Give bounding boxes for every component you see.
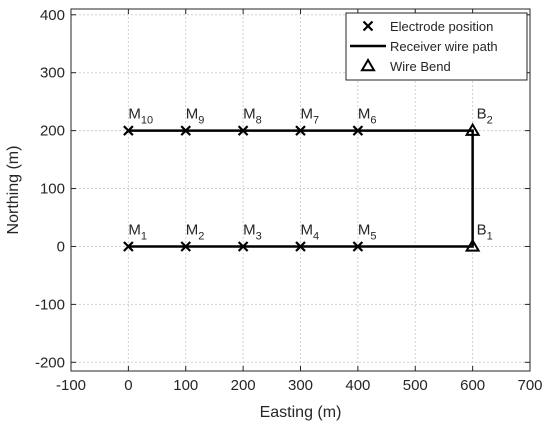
y-tick-label: -200 — [35, 354, 65, 371]
electrode-marker — [180, 241, 192, 252]
x-marker-stroke — [362, 20, 374, 32]
x-marker-stroke — [295, 241, 306, 252]
legend: Electrode position Receiver wire path Wire… — [345, 12, 528, 81]
x-marker-stroke — [352, 125, 364, 136]
x-axis-label: Easting (m) — [260, 404, 342, 421]
y-tick-label: -100 — [35, 296, 65, 313]
point-labels: M1 M2 M3 M4 M5 M6 M7 M8 M9 M10 B1 B2 — [128, 106, 492, 243]
electrode-marker — [237, 241, 249, 252]
electrode-marker — [237, 125, 249, 136]
x-tick-label: 0 — [124, 377, 132, 394]
electrode-label: M4 — [301, 221, 320, 242]
wire-bend-marker — [464, 238, 481, 252]
x-marker-stroke — [295, 125, 306, 136]
wire-bend-label: B1 — [477, 221, 493, 242]
y-tick-label: 200 — [40, 123, 65, 140]
x-tick-label: 600 — [460, 377, 485, 394]
wire-bend-label: B2 — [477, 106, 493, 127]
y-tick-label: 0 — [57, 238, 65, 255]
x-marker-stroke — [180, 125, 192, 136]
electrode-marker — [123, 241, 134, 252]
electrode-label: M3 — [243, 221, 262, 242]
legend-entry-label: Electrode position — [390, 19, 493, 34]
x-marker-stroke — [352, 241, 364, 252]
x-tick-label: 300 — [288, 377, 313, 394]
electrode-label: M2 — [186, 221, 205, 242]
legend-entry-label: Receiver wire path — [390, 39, 498, 54]
electrode-marker — [180, 125, 192, 136]
electrode-marker — [123, 125, 134, 136]
electrode-marker — [295, 241, 306, 252]
electrode-label: M9 — [186, 106, 205, 127]
x-tick-label: 200 — [231, 377, 256, 394]
plot-markers — [123, 122, 481, 252]
electrode-label: M5 — [358, 221, 377, 242]
wire-bend-marker — [464, 122, 481, 136]
x-marker-stroke — [237, 241, 249, 252]
y-tick-label: 400 — [40, 7, 65, 24]
x-marker-stroke — [237, 125, 249, 136]
legend-entry-label: Wire Bend — [390, 59, 451, 74]
electrode-marker — [295, 125, 306, 136]
electrode-label: M6 — [358, 106, 377, 127]
y-tick-label: 300 — [40, 65, 65, 82]
x-tick-label: 700 — [517, 377, 542, 394]
y-tick-label: 100 — [40, 181, 65, 198]
x-marker-stroke — [123, 241, 134, 252]
electrode-label: M7 — [301, 106, 320, 127]
legend-triangle-icon — [360, 58, 376, 72]
x-marker-stroke — [123, 125, 134, 136]
x-marker-stroke — [180, 241, 192, 252]
x-tick-label: 100 — [173, 377, 198, 394]
plot-frame — [70, 8, 531, 372]
x-tick-label: 400 — [345, 377, 370, 394]
electrode-label: M8 — [243, 106, 262, 127]
legend-x-icon — [362, 20, 374, 32]
axis-ticks: -100 0 100 200 300 400 500 600 700 -200 -100 0 100 20… — [35, 7, 543, 394]
x-tick-label: -100 — [56, 377, 86, 394]
electrode-label: M1 — [128, 221, 147, 242]
y-axis-label: Northing (m) — [5, 146, 22, 235]
electrode-label: M10 — [128, 106, 153, 127]
x-tick-label: 500 — [403, 377, 428, 394]
electrode-marker — [352, 241, 364, 252]
electrode-marker — [352, 125, 364, 136]
